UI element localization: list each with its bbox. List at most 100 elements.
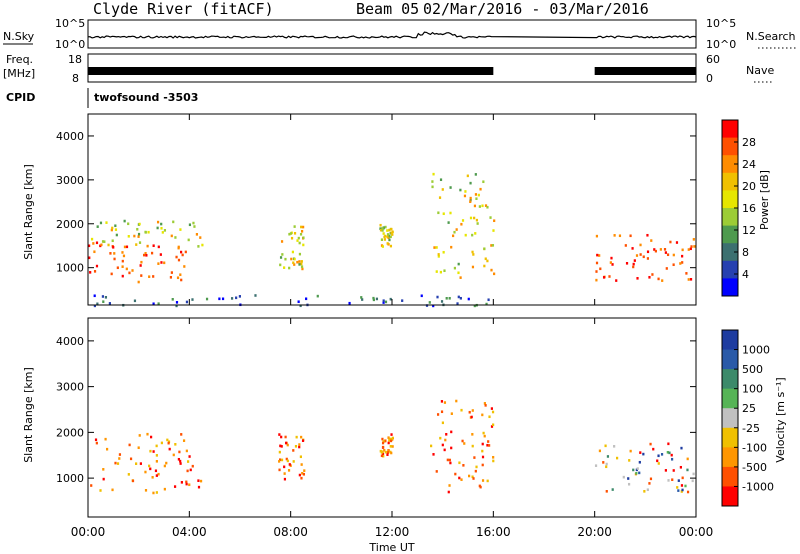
power-echo-cell (602, 276, 606, 279)
power-echo-cell (459, 188, 462, 192)
velocity-echo-cell (155, 460, 158, 463)
velocity-echo-cell (94, 438, 98, 442)
velocity-echo-cell (380, 454, 384, 458)
velocity-echo-cell (104, 437, 107, 441)
power-colorbar-label: Power [dB] (758, 170, 771, 230)
velocity-echo-cell (144, 470, 147, 474)
power-echo-cell (484, 204, 488, 207)
power-echo-cell (467, 297, 470, 301)
velocity-colorbar-swatch (722, 447, 738, 468)
power-echo-cell (136, 227, 139, 231)
power-echo-cell (298, 241, 301, 245)
velocity-echo-cell (680, 490, 683, 493)
power-echo-cell (451, 234, 455, 238)
power-echo-cell (391, 230, 394, 234)
velocity-echo-cell (639, 451, 642, 454)
velocity-colorbar-swatch (722, 427, 738, 448)
velocity-echo-cell (99, 489, 102, 492)
power-colorbar-swatch (722, 137, 738, 156)
power-echo-cell (436, 295, 439, 299)
velocity-echo-cell (606, 455, 610, 458)
power-echo-cell (185, 300, 189, 304)
power-echo-cell (137, 232, 141, 236)
power-echo-cell (486, 259, 489, 263)
power-echo-cell (298, 263, 301, 266)
power-echo-cell (449, 211, 452, 215)
power-echo-cell (140, 260, 143, 264)
velocity-echo-cell (636, 467, 639, 470)
power-echo-cell (482, 180, 485, 184)
nsky-tick-top: 10^5 (55, 17, 85, 30)
power-echo-cell (296, 239, 299, 242)
velocity-echo-cell (470, 415, 473, 419)
velocity-echo-cell (686, 468, 689, 472)
velocity-echo-cell (635, 471, 638, 475)
velocity-echo-cell (486, 479, 489, 483)
power-echo-cell (448, 296, 451, 300)
velocity-echo-cell (390, 451, 393, 455)
power-echo-cell (175, 255, 178, 259)
velocity-echo-cell (670, 453, 673, 457)
velocity-echo-cell (386, 453, 389, 456)
power-echo-cell (177, 258, 181, 262)
velocity-echo-cell (131, 479, 135, 483)
velocity-echo-cell (138, 434, 141, 437)
power-echo-cell (160, 222, 163, 226)
power-echo-cell (386, 229, 389, 232)
power-echo-cell (489, 216, 492, 219)
power-echo-cell (441, 188, 444, 191)
power-echo-cell (679, 262, 682, 265)
velocity-echo-cell (188, 483, 191, 487)
velocity-echo-cell (387, 449, 390, 452)
power-echo-cell (466, 174, 469, 178)
power-echo-cell (596, 253, 599, 257)
power-echo-cell (598, 254, 601, 257)
power-echo-cell (615, 279, 618, 282)
power-panel: 1000 2000 3000 4000 Slant Range [km] 28 24 20… (22, 113, 771, 308)
velocity-echo-cell (481, 413, 484, 417)
power-echo-cell (664, 251, 667, 254)
velocity-echo-cell (461, 439, 464, 443)
velocity-echo-cell (146, 432, 149, 436)
velocity-echo-cell (443, 448, 446, 452)
velocity-colorbar-swatch (722, 349, 738, 370)
power-echo-cell (298, 260, 301, 263)
velocity-echo-cell (186, 469, 189, 473)
power-echo-cell (435, 246, 438, 249)
power-echo-cell (137, 235, 140, 238)
power-echo-cell (175, 301, 179, 304)
velocity-echo-cell (279, 444, 282, 448)
velocity-echo-cell (167, 440, 171, 444)
power-echo-cell (199, 236, 202, 239)
velocity-echo-cell (300, 435, 303, 439)
power-echo-cell (146, 244, 149, 248)
velocity-echo-cell (280, 458, 284, 462)
velocity-echo-cell (172, 453, 175, 457)
velocity-echo-cell (657, 462, 660, 465)
power-echo-cell (442, 212, 445, 216)
velocity-echo-cell (446, 458, 449, 462)
velocity-echo-cell (180, 481, 183, 484)
power-echo-cell (475, 218, 479, 222)
velocity-echo-cell (166, 438, 169, 442)
power-echo-cell (152, 244, 155, 248)
power-echo-cell (137, 280, 140, 284)
velocity-echo-cell (483, 402, 486, 405)
power-echo-cell (99, 221, 103, 225)
x-tick-label: 00:00 (679, 525, 714, 539)
power-echo-cell (140, 274, 143, 277)
velocity-echo-cell (155, 474, 158, 477)
power-echo-cell (646, 233, 649, 237)
velocity-echo-cell (657, 454, 660, 458)
power-echo-cell (457, 271, 460, 275)
velocity-echo-cell (458, 461, 461, 465)
velocity-echo-cell (479, 485, 482, 489)
power-echo-cell (93, 250, 96, 254)
power-echo-cell (160, 226, 163, 230)
power-echo-cell (384, 225, 387, 229)
velocity-echo-cell (471, 475, 474, 479)
velocity-echo-cell (605, 462, 608, 466)
power-echo-cell (490, 268, 493, 272)
velocity-echo-cell (481, 479, 485, 482)
power-echo-cell (289, 232, 293, 235)
